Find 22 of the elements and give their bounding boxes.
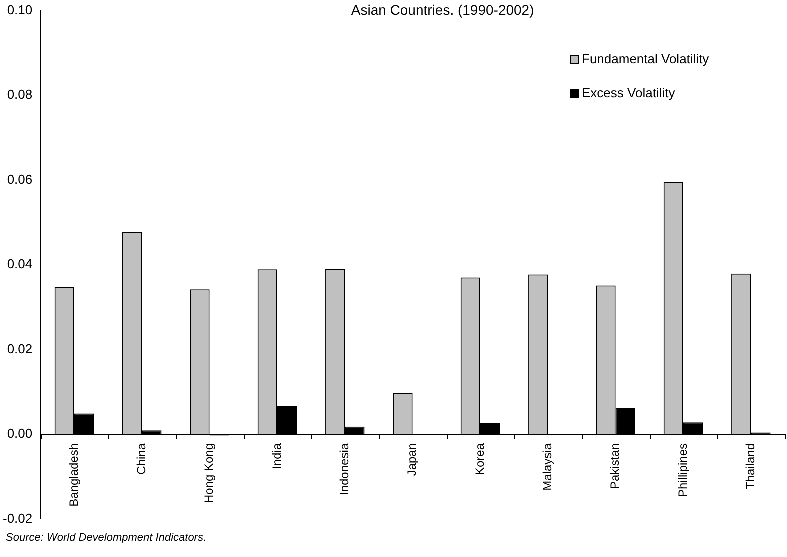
x-tick-label: China <box>134 443 148 475</box>
x-tick-label: Japan <box>405 443 420 476</box>
y-tick-label: 0.00 <box>7 426 33 442</box>
x-tick-label: Phillipines <box>676 443 690 498</box>
y-tick-label: 0.04 <box>7 256 33 272</box>
y-tick-label: 0.06 <box>7 172 33 187</box>
x-tick-label: Hong Kong <box>202 443 216 504</box>
legend-label: Excess Volatility <box>582 86 676 101</box>
x-tick-label: Malaysia <box>540 443 554 491</box>
chart-title: Asian Countries. (1990-2002) <box>351 2 534 18</box>
y-tick-label: 0.10 <box>7 2 33 18</box>
x-tick-label: India <box>270 443 284 470</box>
x-tick-label: Korea <box>472 443 487 476</box>
legend-label: Fundamental Volatility <box>582 52 710 67</box>
x-tick-label: Indonesia <box>337 443 352 496</box>
x-tick-label: Pakistan <box>608 443 622 490</box>
y-tick-label: 0.02 <box>7 341 33 356</box>
y-tick-label: 0.08 <box>7 87 33 102</box>
x-tick-label: Bangladesh <box>66 443 81 507</box>
source-note: Source: World Develompment Indicators. <box>6 532 207 544</box>
y-tick-label: -0.02 <box>2 510 33 526</box>
x-tick-label: Thailand <box>743 443 758 490</box>
